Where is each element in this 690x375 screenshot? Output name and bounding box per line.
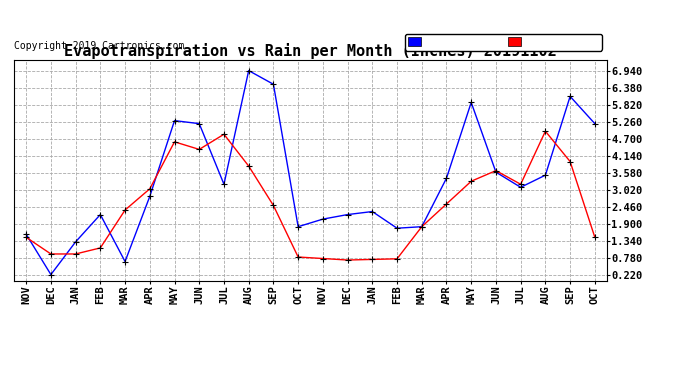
Text: Copyright 2019 Cartronics.com: Copyright 2019 Cartronics.com [14, 41, 184, 51]
Legend: Rain (Inches), ET  (Inches): Rain (Inches), ET (Inches) [405, 34, 602, 51]
Title: Evapotranspiration vs Rain per Month (Inches) 20191102: Evapotranspiration vs Rain per Month (In… [64, 43, 557, 59]
